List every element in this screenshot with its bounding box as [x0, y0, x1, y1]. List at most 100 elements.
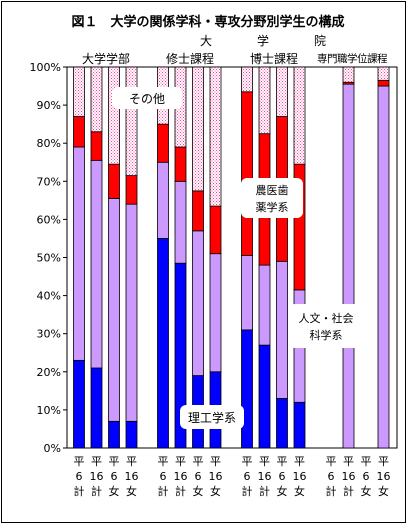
bar-segment [276, 260, 288, 399]
x-tick-label: 6 [76, 470, 83, 483]
bar-segment [73, 146, 85, 361]
label-med-box [241, 178, 303, 218]
bar-segment [73, 359, 85, 449]
bar-segment [174, 146, 187, 182]
bar-segment [258, 344, 271, 449]
bar-segment [90, 131, 103, 161]
y-tick-label: 40% [37, 290, 61, 303]
y-tick-label: 30% [37, 328, 61, 341]
x-tick-label: 女 [277, 484, 288, 498]
daigakuin-label: 学 [257, 33, 269, 48]
bar-segment [342, 66, 355, 83]
bar-segment [90, 66, 103, 133]
x-tick-label: 計 [158, 484, 169, 498]
group-label: 専門職学位課程 [317, 52, 388, 65]
x-tick-label: 6 [363, 470, 370, 483]
x-tick-label: 計 [326, 484, 337, 498]
bar-segment [209, 66, 222, 207]
bar-segment [192, 66, 204, 192]
bar-segment [209, 253, 222, 373]
y-tick-label: 90% [37, 99, 61, 112]
x-tick-label: 6 [111, 470, 118, 483]
x-tick-label: 平 [210, 455, 221, 468]
x-tick-label: 平 [242, 455, 253, 468]
x-tick-label: 女 [361, 484, 372, 498]
x-tick-label: 平 [126, 455, 137, 468]
bar-segment [209, 205, 222, 255]
bar-segment [258, 66, 271, 135]
x-tick-label: 16 [377, 470, 391, 483]
x-tick-label: 6 [160, 470, 167, 483]
x-tick-label: 平 [326, 455, 337, 468]
bar-segment [293, 401, 306, 449]
series-label-med-line2: 薬学系 [256, 200, 289, 214]
x-tick-label: 計 [91, 484, 102, 498]
group-label: 修士課程 [166, 51, 214, 66]
series-label-med-line1: 農医歯 [256, 183, 289, 197]
x-tick-label: 計 [175, 484, 186, 498]
x-tick-label: 計 [259, 484, 270, 498]
daigakuin-label: 院 [314, 34, 326, 48]
bar-segment [241, 255, 253, 331]
y-tick-label: 100% [30, 61, 61, 74]
y-tick-label: 60% [37, 213, 61, 226]
x-tick-label: 16 [174, 470, 188, 483]
group-label: 大学学部 [82, 51, 130, 66]
x-tick-label: 6 [328, 470, 335, 483]
x-tick-label: 16 [125, 470, 139, 483]
x-tick-label: 平 [74, 455, 85, 468]
bar-segment [90, 367, 103, 449]
bar-segment [342, 83, 355, 449]
x-tick-label: 平 [109, 455, 120, 468]
series-label-hum-line2: 科学系 [310, 328, 343, 342]
bar-segment [241, 66, 253, 93]
bar-segment [108, 420, 120, 449]
label-sci-box [180, 405, 244, 429]
group-label: 博士課程 [250, 51, 298, 66]
bar-segment [377, 66, 390, 81]
bar-segment [258, 264, 271, 346]
x-tick-label: 16 [209, 470, 223, 483]
bar-segment [108, 66, 120, 165]
y-tick-label: 20% [37, 366, 61, 379]
bar-segment [125, 66, 138, 176]
series-label-sci: 理工学系 [188, 410, 236, 425]
bar-segment [108, 163, 120, 199]
x-tick-label: 平 [91, 455, 102, 468]
daigakuin-label: 大 [200, 34, 212, 48]
bar-segment [73, 116, 85, 148]
bar-segment [125, 420, 138, 449]
x-tick-label: 女 [193, 484, 204, 498]
bar-segment [276, 66, 288, 117]
x-tick-label: 女 [210, 484, 221, 498]
bar-segment [174, 180, 187, 264]
bar-segment [192, 230, 204, 377]
y-tick-label: 10% [37, 404, 61, 417]
x-tick-label: 女 [126, 484, 137, 498]
x-tick-label: 平 [361, 455, 372, 468]
x-tick-label: 平 [378, 455, 389, 468]
x-tick-label: 平 [175, 455, 186, 468]
series-label-hum-line1: 人文・社会 [299, 311, 354, 325]
x-tick-label: 平 [259, 455, 270, 468]
bar-segment [108, 198, 120, 422]
bar-segment [125, 203, 138, 422]
bar-segment [377, 85, 390, 449]
bar-segment [90, 159, 103, 369]
x-tick-label: 平 [343, 455, 354, 468]
bar-segment [125, 175, 138, 205]
x-tick-label: 16 [90, 470, 104, 483]
x-tick-label: 女 [109, 484, 120, 498]
x-tick-label: 平 [277, 455, 288, 468]
x-tick-label: 女 [294, 484, 305, 498]
x-tick-label: 16 [293, 470, 307, 483]
x-tick-label: 6 [195, 470, 202, 483]
label-hum-box [289, 304, 363, 348]
y-tick-label: 0% [44, 442, 61, 455]
chart-title: 図１ 大学の関係学科・専攻分野別学生の構成 [71, 14, 344, 30]
plot-area: 0%10%20%30%40%50%60%70%80%90%100%平6計平16計… [30, 33, 398, 498]
x-tick-label: 平 [294, 455, 305, 468]
x-tick-label: 平 [158, 455, 169, 468]
